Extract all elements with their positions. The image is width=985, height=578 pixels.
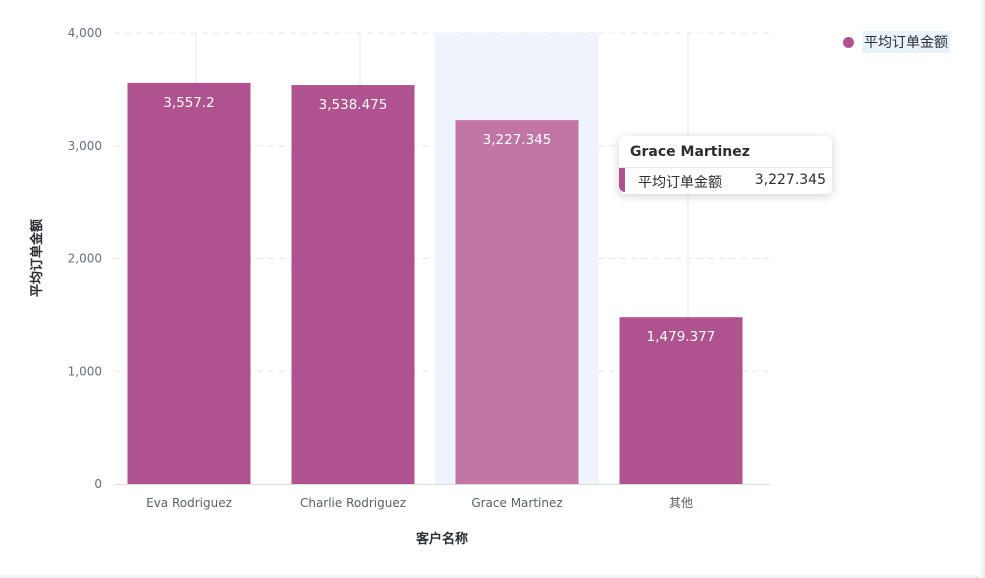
- bar-value-label: 3,227.345: [483, 132, 552, 148]
- x-axis-ticks: Eva Rodriguez Charlie Rodriguez Grace Mart…: [146, 496, 693, 510]
- tooltip: Grace Martinez 平均订单金额 3,227.345: [619, 136, 832, 194]
- bar-value-label: 1,479.377: [647, 329, 716, 345]
- y-tick-label: 0: [94, 477, 102, 491]
- tooltip-divider: [619, 167, 832, 168]
- y-axis-ticks: 0 1,000 2,000 3,000 4,000: [68, 26, 102, 491]
- tooltip-value: 3,227.345: [754, 172, 826, 188]
- x-axis-title: 客户名称: [416, 531, 468, 547]
- data-labels: 3,557.2 3,538.475 3,227.345 1,479.377: [163, 95, 715, 345]
- bar-value-label: 3,557.2: [163, 95, 215, 111]
- panel-right-edge: [979, 0, 985, 578]
- bar[interactable]: [619, 317, 743, 484]
- bar-value-label: 3,538.475: [319, 97, 388, 113]
- tooltip-title: Grace Martinez: [630, 144, 750, 160]
- y-tick-label: 1,000: [68, 364, 102, 378]
- panel-bottom-edge: [0, 574, 985, 578]
- y-axis-title: 平均订单金额: [29, 219, 45, 297]
- legend-marker-icon: [843, 36, 854, 48]
- bar[interactable]: [127, 82, 251, 485]
- bar[interactable]: [455, 120, 579, 484]
- x-tick-label: Eva Rodriguez: [146, 496, 232, 510]
- y-tick-label: 3,000: [68, 139, 102, 153]
- x-tick-label: Grace Martinez: [471, 496, 562, 510]
- bar[interactable]: [291, 85, 415, 485]
- legend-label[interactable]: 平均订单金额: [862, 31, 950, 53]
- x-tick-label: Charlie Rodriguez: [300, 496, 406, 510]
- y-tick-label: 4,000: [68, 26, 102, 40]
- y-tick-label: 2,000: [68, 252, 102, 266]
- tooltip-series-marker-icon: [619, 168, 625, 192]
- legend[interactable]: 平均订单金额: [843, 31, 950, 53]
- bars: [127, 82, 743, 485]
- tooltip-series-name: 平均订单金额: [638, 175, 722, 191]
- x-tick-label: 其他: [669, 496, 693, 510]
